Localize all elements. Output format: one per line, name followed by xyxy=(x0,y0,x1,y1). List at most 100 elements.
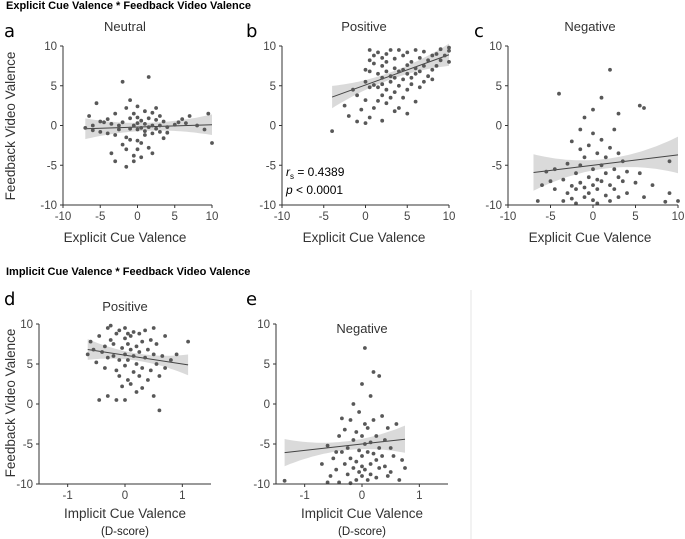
data-point xyxy=(591,107,595,112)
data-point xyxy=(157,408,162,413)
data-point xyxy=(114,331,119,336)
x-tick-label: -10 xyxy=(274,211,291,223)
data-point xyxy=(161,119,166,124)
data-point xyxy=(111,342,116,346)
data-point xyxy=(413,48,418,52)
x-tick-label: 0 xyxy=(359,490,365,502)
data-point xyxy=(97,398,102,402)
y-tick-label: 10 xyxy=(20,319,33,331)
y-tick-label: -5 xyxy=(492,160,502,172)
data-point xyxy=(384,101,389,106)
data-point xyxy=(83,126,88,130)
data-point xyxy=(365,426,370,430)
data-point xyxy=(109,151,114,156)
data-point xyxy=(351,402,356,406)
data-point xyxy=(124,106,129,110)
y-tick-label: 5 xyxy=(270,81,276,93)
x-tick-label: 0 xyxy=(590,211,596,223)
data-point xyxy=(403,466,407,470)
data-point xyxy=(401,77,405,82)
data-point xyxy=(417,85,422,90)
data-point xyxy=(426,58,430,63)
data-point xyxy=(139,155,144,160)
data-point xyxy=(413,71,418,76)
data-point xyxy=(105,355,110,360)
data-point xyxy=(154,362,159,366)
data-point xyxy=(103,366,107,370)
y-tick-label: 10 xyxy=(263,41,276,53)
data-point xyxy=(405,63,410,67)
data-point xyxy=(380,82,385,87)
data-point xyxy=(371,370,376,374)
data-point xyxy=(180,117,185,121)
data-point xyxy=(599,95,604,100)
data-point xyxy=(557,91,561,96)
data-point xyxy=(348,481,353,486)
data-point xyxy=(374,458,379,462)
data-point xyxy=(354,459,359,464)
data-point xyxy=(139,126,144,130)
data-point xyxy=(363,79,368,84)
data-point xyxy=(409,60,414,64)
data-point xyxy=(442,53,447,58)
data-point xyxy=(447,45,451,50)
x-tick-label: -5 xyxy=(95,211,105,223)
data-point xyxy=(351,438,356,442)
data-point xyxy=(325,480,330,485)
data-point xyxy=(616,111,621,116)
data-point xyxy=(357,470,361,474)
data-point xyxy=(348,456,353,461)
data-point xyxy=(340,416,344,421)
data-point xyxy=(128,98,133,102)
data-point xyxy=(123,363,127,368)
data-point xyxy=(417,69,422,74)
data-point xyxy=(87,114,91,118)
data-point xyxy=(595,151,600,156)
data-point xyxy=(368,462,373,466)
data-point xyxy=(124,135,129,140)
data-point xyxy=(113,159,118,164)
data-point xyxy=(392,66,397,71)
y-tick-label: -5 xyxy=(47,160,57,172)
panel-c: c Negative -10 -5 0 5 10 -10 -5 0 5 10 Explicit C… xyxy=(474,19,684,245)
data-point xyxy=(397,48,401,52)
data-point xyxy=(131,159,136,164)
data-point xyxy=(325,443,330,448)
data-point xyxy=(120,79,125,84)
data-point xyxy=(376,85,380,90)
data-point xyxy=(385,474,390,478)
data-point xyxy=(195,123,200,128)
data-point xyxy=(574,201,578,206)
panel-d-xlabel: Implicit Cue Valence xyxy=(64,506,186,521)
data-point xyxy=(380,414,384,418)
data-point xyxy=(117,374,122,378)
section-title-explicit: Explicit Cue Valence * Feedback Video Va… xyxy=(6,0,251,12)
x-tick-label: 10 xyxy=(443,211,456,223)
y-tick-label: 10 xyxy=(489,41,502,53)
data-point xyxy=(368,440,373,445)
data-point xyxy=(380,64,385,68)
data-point xyxy=(438,58,443,63)
data-point xyxy=(135,147,140,152)
data-point xyxy=(430,53,435,58)
y-tick-label: 5 xyxy=(496,81,502,93)
data-point xyxy=(88,339,93,344)
data-point xyxy=(422,49,426,54)
data-point xyxy=(561,199,566,203)
data-point xyxy=(372,106,376,110)
data-point xyxy=(388,446,393,450)
y-tick-label: -10 xyxy=(259,200,276,212)
data-point xyxy=(128,334,133,338)
stat-r-text: = 0.4389 xyxy=(294,165,345,179)
data-point xyxy=(384,87,389,92)
data-point xyxy=(157,374,162,378)
data-point xyxy=(90,128,95,133)
panel-a-ylabel: Feedback Video Valence xyxy=(3,52,18,201)
data-point xyxy=(434,64,439,68)
data-point xyxy=(363,467,367,472)
data-point xyxy=(397,106,401,110)
y-tick-label: -5 xyxy=(23,439,33,451)
stat-p-text: < 0.0001 xyxy=(293,183,344,197)
